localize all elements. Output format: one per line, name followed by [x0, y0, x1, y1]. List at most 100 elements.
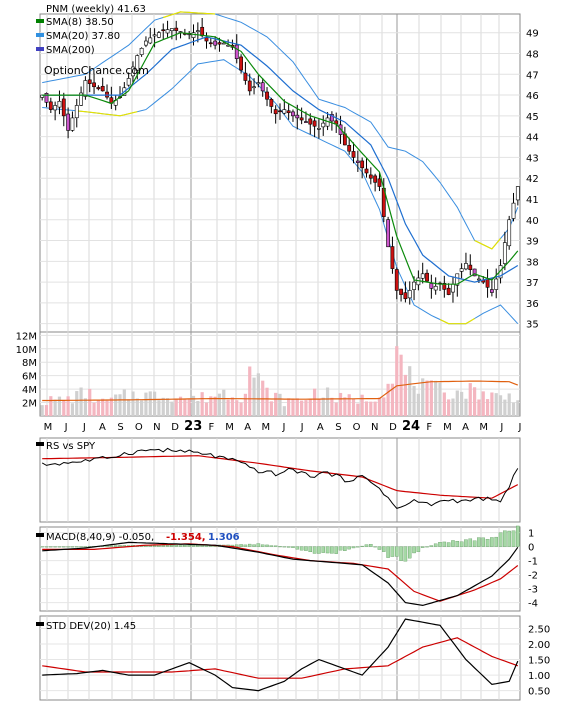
volume-bars [40, 346, 520, 416]
std-legend-label: STD DEV(20) 1.45 [46, 621, 136, 632]
sma20-line [42, 36, 519, 283]
macd-hist-bar [187, 544, 191, 547]
volume-bar [70, 403, 75, 416]
macd-y-tick: 1 [528, 529, 534, 540]
volume-bar [390, 383, 395, 416]
macd-hist-bar [79, 546, 83, 548]
volume-bar [308, 398, 312, 416]
price-y-tick: 41 [526, 195, 539, 206]
macd-hist-bar [498, 532, 503, 547]
candle-body [100, 85, 105, 92]
macd-hist-bar [243, 544, 248, 547]
volume-bar [131, 391, 135, 416]
candle-body [92, 82, 96, 88]
volume-bar [511, 402, 516, 416]
bollinger-upper-line [42, 11, 519, 250]
volume-bar [468, 383, 472, 416]
candle-body [386, 219, 391, 248]
volume-bar [490, 392, 494, 416]
candle-body [135, 55, 140, 71]
x-axis-month-label: N [153, 422, 160, 433]
macd-hist-bar [468, 538, 473, 547]
x-axis-month-label: M [225, 422, 234, 433]
volume-bar [178, 396, 183, 416]
candle-body [278, 110, 282, 113]
x-axis-year-label: 23 [184, 419, 202, 434]
volume-bar [265, 387, 269, 416]
x-axis-month-label: J [64, 422, 68, 433]
candle-body [485, 279, 490, 288]
macd-hist-bar [113, 545, 118, 547]
macd-hist-bar [161, 545, 165, 547]
macd-hist-bar [386, 546, 390, 558]
volume-bar [213, 396, 217, 416]
volume-bar [278, 393, 282, 416]
volume-bar [360, 394, 364, 416]
candle-body [377, 178, 382, 187]
std-average-line [42, 637, 519, 679]
candle-body [131, 66, 135, 77]
volume-bar [83, 398, 88, 416]
std-y-tick: 1.50 [528, 656, 550, 667]
macd-hist-bar [165, 545, 170, 547]
x-axis-month-label: D [171, 422, 179, 433]
candle-body [329, 114, 334, 122]
candle-body [191, 32, 196, 38]
macd-hist-bar [317, 546, 321, 554]
macd-hist-bar [464, 539, 468, 547]
macd-hist-bar [356, 546, 360, 548]
macd-y-tick: -1 [528, 557, 538, 568]
candle-body [507, 219, 512, 247]
candle-body [40, 94, 45, 98]
price-y-tick: 44 [526, 133, 539, 144]
macd-hist-bar [407, 546, 412, 559]
candle-body [355, 160, 360, 163]
volume-bar [53, 399, 57, 416]
volume-bar [416, 393, 420, 416]
volume-bar [243, 393, 248, 416]
macd-legend-label: MACD(8,40,9) -0.050, [46, 532, 154, 543]
volume-bar [148, 391, 152, 416]
volume-bar [464, 398, 468, 416]
macd-hist-bar [57, 546, 62, 548]
macd-hist-bar [291, 546, 295, 548]
volume-bar [481, 391, 485, 416]
macd-hist-bar [507, 530, 511, 547]
macd-hist-value: 1.306 [208, 532, 240, 543]
macd-hist-bar [295, 546, 300, 550]
x-axis-month-label: O [135, 422, 143, 433]
macd-hist-bar [477, 537, 481, 547]
x-axis-month-label: D [389, 422, 397, 433]
candle-body [511, 202, 516, 219]
volume-average-line [42, 380, 519, 402]
panel-frame-price [39, 13, 521, 333]
candle-body [304, 121, 308, 123]
macd-hist-bar [330, 546, 334, 554]
candle-body [169, 28, 174, 32]
volume-bar [152, 391, 157, 416]
volume-bar [485, 399, 490, 416]
macd-hist-bar [360, 545, 364, 547]
volume-bar [382, 397, 386, 416]
candle-body [208, 42, 213, 45]
candle-body [57, 100, 62, 108]
volume-bar [330, 397, 334, 416]
macd-hist-bar [256, 543, 261, 547]
x-axis-month-label: M [479, 422, 488, 433]
volume-bar [447, 399, 451, 416]
macd-hist-bar [490, 537, 494, 547]
candle-body [239, 56, 243, 71]
price-y-tick: 35 [526, 320, 539, 331]
volume-bar [49, 396, 53, 416]
macd-hist-bar [304, 546, 308, 551]
volume-bar [460, 391, 464, 416]
candle-body [317, 128, 321, 130]
volume-bar [66, 396, 70, 416]
volume-bar [135, 398, 139, 416]
volume-bar [183, 399, 187, 416]
bollinger-lower-highlight [439, 317, 475, 325]
macd-hist-bar [235, 544, 239, 547]
macd-hist-bar [196, 545, 200, 547]
price-legend-title: PNM (weekly) 41.63 [46, 4, 146, 15]
